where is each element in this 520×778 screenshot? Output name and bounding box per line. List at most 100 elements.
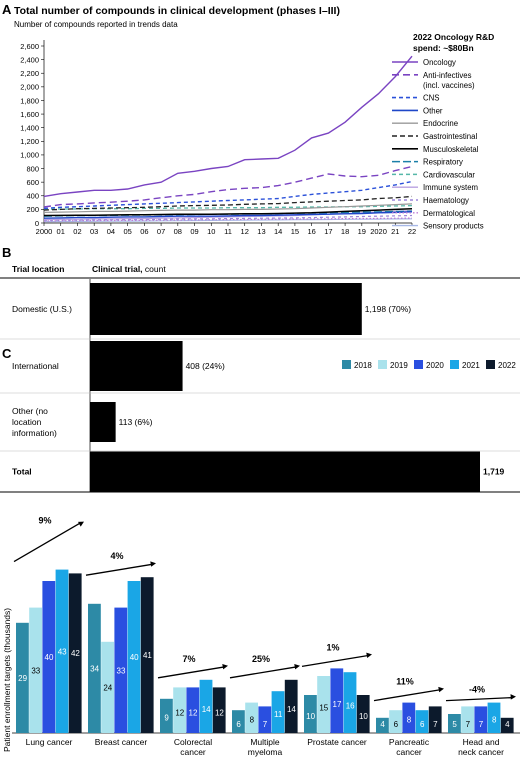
bar-breast-cancer-2019 xyxy=(101,641,114,733)
bar-colorectal-cancer-2018 xyxy=(160,698,173,733)
panel-b-letter: B xyxy=(2,245,11,260)
bar-colorectal-cancer-2020 xyxy=(186,687,200,733)
oncology-spend-annotation-line2: spend: ~$80Bn xyxy=(413,43,474,53)
bar-breast-cancer-2018 xyxy=(88,603,101,733)
series-line-cns xyxy=(43,180,413,210)
x-tick-label: 10 xyxy=(207,227,215,236)
bar-value-head-and-neck-cancer-2021: 8 xyxy=(492,715,497,724)
bar-colorectal-cancer-2022 xyxy=(212,687,226,733)
table-header-clinical-trial: Clinical trial, count xyxy=(92,264,166,274)
growth-arrow-head-multiple-myeloma xyxy=(294,664,300,670)
legend-label-2019: 2019 xyxy=(390,361,408,370)
legend-label-gastrointestinal: Gastrointestinal xyxy=(423,132,477,141)
row-label-other-no-location-information: Other (no xyxy=(12,406,48,416)
bar-breast-cancer-2021 xyxy=(127,581,141,733)
category-label-lung-cancer: Lung cancer xyxy=(26,737,73,747)
growth-arrow-line-prostate-cancer xyxy=(301,654,370,668)
enrollment-chart-ylabel: Patient enrollment targets (thousands) xyxy=(2,608,12,752)
category-label-prostate-cancer: Prostate cancer xyxy=(307,737,367,747)
legend-label-2020: 2020 xyxy=(426,361,444,370)
bar-value-pancreatic-cancer-2019: 6 xyxy=(394,720,399,729)
growth-arrow-line-breast-cancer xyxy=(85,563,154,576)
growth-arrow-line-pancreatic-cancer xyxy=(373,688,442,702)
legend-label-immune-system: Immune system xyxy=(423,183,478,192)
y-tick-label: 800 xyxy=(26,164,39,173)
bar-colorectal-cancer-2019 xyxy=(173,687,186,733)
bar-value-prostate-cancer-2020: 17 xyxy=(333,700,342,709)
series-line-sensory-products xyxy=(43,218,413,223)
x-tick-label: 13 xyxy=(257,227,265,236)
x-tick-label: 02 xyxy=(73,227,81,236)
bar-value-multiple-myeloma-2019: 8 xyxy=(250,715,255,724)
growth-label-head-and-neck-cancer: -4% xyxy=(469,685,485,695)
growth-arrow-head-pancreatic-cancer xyxy=(438,686,444,693)
y-tick-label: 1,200 xyxy=(20,137,39,146)
x-tick-label: 2020 xyxy=(370,227,387,236)
growth-label-breast-cancer: 4% xyxy=(110,551,123,561)
bar-value-pancreatic-cancer-2022: 7 xyxy=(433,720,438,729)
growth-label-multiple-myeloma: 25% xyxy=(252,654,270,664)
x-tick-label: 06 xyxy=(140,227,148,236)
value-label-other-no-location-information: 113 (6%) xyxy=(119,417,153,427)
bar-multiple-myeloma-2018 xyxy=(232,710,245,733)
x-tick-label: 18 xyxy=(341,227,349,236)
bar-value-pancreatic-cancer-2018: 4 xyxy=(380,720,385,729)
bar-value-breast-cancer-2019: 24 xyxy=(103,683,112,692)
x-tick-label: 01 xyxy=(57,227,65,236)
bar-value-lung-cancer-2021: 43 xyxy=(58,647,67,656)
x-tick-label: 05 xyxy=(123,227,131,236)
bar-prostate-cancer-2022 xyxy=(356,695,370,733)
x-tick-label: 08 xyxy=(174,227,182,236)
x-tick-label: 22 xyxy=(408,227,416,236)
bar-value-head-and-neck-cancer-2019: 7 xyxy=(466,720,471,729)
row-label-other-no-location-information: location xyxy=(12,417,42,427)
bar-head-and-neck-cancer-2021 xyxy=(487,702,501,733)
growth-arrow-line-multiple-myeloma xyxy=(229,666,298,679)
legend-label-2021: 2021 xyxy=(462,361,480,370)
x-tick-label: 2000 xyxy=(36,227,53,236)
panel-a-letter: A xyxy=(2,2,12,17)
line-chart-subtitle: Number of compounds reported in trends d… xyxy=(14,20,178,29)
table-header-clinical-trial-unit: count xyxy=(143,264,167,274)
series-line-anti-infectives xyxy=(43,165,413,208)
legend-label-oncology: Oncology xyxy=(423,58,456,67)
legend-swatch-2021 xyxy=(450,360,459,369)
x-tick-label: 14 xyxy=(274,227,282,236)
series-line-musculoskeletal xyxy=(43,207,413,217)
bar-pancreatic-cancer-2020 xyxy=(402,702,416,733)
legend-label-cns: CNS xyxy=(423,94,439,103)
bar-prostate-cancer-2020 xyxy=(330,668,344,733)
bar-value-prostate-cancer-2021: 16 xyxy=(346,702,355,711)
legend-label-dermatological: Dermatological xyxy=(423,209,475,218)
legend-label-other: Other xyxy=(423,106,443,115)
bar-value-pancreatic-cancer-2021: 6 xyxy=(420,720,425,729)
growth-arrow-head-lung-cancer xyxy=(78,521,84,527)
x-tick-label: 16 xyxy=(307,227,315,236)
panel-c-letter: C xyxy=(2,346,12,361)
bar-value-head-and-neck-cancer-2020: 7 xyxy=(479,720,484,729)
bar-pancreatic-cancer-2022 xyxy=(428,706,442,733)
y-tick-label: 200 xyxy=(26,205,39,214)
table-header-clinical-trial-bold: Clinical trial, xyxy=(92,264,143,274)
bar-value-colorectal-cancer-2021: 14 xyxy=(202,705,211,714)
bar-prostate-cancer-2021 xyxy=(343,672,357,733)
bar-value-multiple-myeloma-2020: 7 xyxy=(263,720,268,729)
bar-value-multiple-myeloma-2021: 11 xyxy=(274,710,283,719)
growth-label-prostate-cancer: 1% xyxy=(326,642,339,652)
x-tick-label: 12 xyxy=(241,227,249,236)
row-label-international: International xyxy=(12,361,59,371)
series-line-oncology xyxy=(43,55,413,198)
growth-arrow-head-head-and-neck-cancer xyxy=(510,694,516,700)
bar-multiple-myeloma-2019 xyxy=(245,702,258,733)
series-line-gastrointestinal xyxy=(43,195,413,211)
line-chart: 0 200 400 600 800 1,000 1,200 1,400 1,600 1,800 2,… xyxy=(20,40,484,236)
category-label-head-and-neck-cancer: neck cancer xyxy=(458,747,504,757)
category-label-breast-cancer: Breast cancer xyxy=(95,737,148,747)
growth-label-lung-cancer: 9% xyxy=(38,516,51,526)
x-tick-label: 19 xyxy=(358,227,366,236)
legend-label-2022: 2022 xyxy=(498,361,516,370)
bar-head-and-neck-cancer-2020 xyxy=(474,706,488,733)
table-header-trial-location: Trial location xyxy=(12,264,64,274)
bar-value-prostate-cancer-2019: 15 xyxy=(319,703,328,712)
x-tick-label: 17 xyxy=(324,227,332,236)
